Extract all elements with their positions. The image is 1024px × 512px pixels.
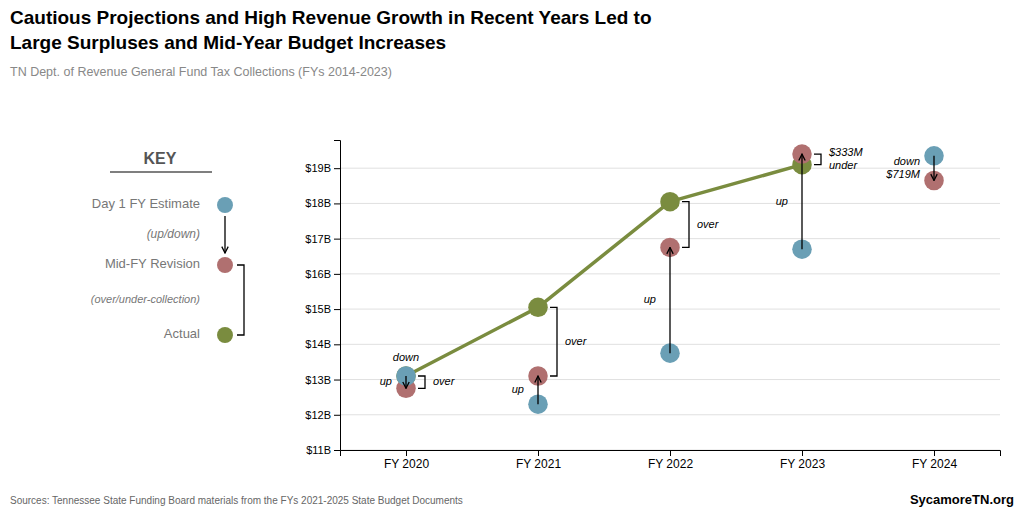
tick-mark: [670, 450, 671, 456]
difference-bracket: [682, 202, 689, 248]
annotation: up: [380, 375, 392, 387]
difference-bracket: [814, 154, 821, 165]
y-axis: $11B $12B $13B $14B $15B $16B $17B $18B $19B: [305, 141, 340, 457]
tick-label: $17B: [305, 233, 331, 245]
chart-svg: Cautious Projections and High Revenue Gr…: [0, 0, 1024, 512]
tick-label: FY 2024: [912, 457, 957, 471]
tick-mark: [934, 450, 935, 456]
title: Cautious Projections and High Revenue Gr…: [10, 7, 652, 28]
tick-label: $11B: [306, 444, 331, 456]
tick-mark: [802, 450, 803, 456]
tick-mark: [334, 203, 340, 204]
y-tick: $14B: [305, 338, 340, 350]
tick-mark: [334, 168, 340, 169]
credit: SycamoreTN.org: [910, 492, 1014, 507]
x-tick: FY 2022: [648, 450, 693, 471]
tick-mark: [406, 450, 407, 456]
x-tick: FY 2020: [384, 450, 429, 471]
annotation: up: [512, 383, 524, 395]
subtitle: TN Dept. of Revenue General Fund Tax Col…: [10, 65, 392, 79]
tick-mark: [334, 380, 340, 381]
tick-mark: [538, 450, 539, 456]
legend: KEY Day 1 FY Estimate Mid-FY Revision Actua…: [91, 150, 244, 343]
annotation: over: [697, 217, 720, 229]
tick-label: FY 2023: [780, 457, 825, 471]
x-tick: FY 2021: [516, 450, 561, 471]
annotation: over: [565, 335, 588, 347]
legend-bracket: [237, 265, 244, 335]
revision-arrow: [537, 376, 538, 404]
tick-label: $14B: [305, 338, 331, 350]
legend-note: (over/under-collection): [91, 293, 201, 305]
tick-label: FY 2021: [516, 457, 561, 471]
difference-bracket: [418, 376, 425, 388]
x-tick: FY 2023: [780, 450, 825, 471]
tick-label: $18B: [305, 197, 331, 209]
series-point: [660, 192, 680, 212]
legend-marker: [217, 197, 233, 213]
tick-mark: [334, 309, 340, 310]
legend-marker: [217, 327, 233, 343]
tick-label: FY 2022: [648, 457, 693, 471]
tick-mark: [334, 239, 340, 240]
legend-note: (up/down): [147, 227, 200, 241]
annotation: over: [433, 375, 456, 387]
y-tick: $15B: [305, 303, 340, 315]
grid: [340, 168, 1000, 450]
grid-line: [340, 414, 1000, 415]
source: Sources: Tennessee State Funding Board m…: [10, 495, 463, 506]
legend-label: Actual: [164, 326, 200, 341]
legend-label: Day 1 FY Estimate: [92, 196, 200, 211]
tick-label: $13B: [305, 374, 331, 386]
series-point: [528, 298, 548, 318]
annotation: up: [776, 195, 788, 207]
annotation: up: [644, 293, 656, 305]
revision-arrow: [405, 376, 406, 388]
chart-container: Cautious Projections and High Revenue Gr…: [0, 0, 1024, 512]
series-line: [406, 165, 802, 376]
legend-arrow: [224, 216, 225, 253]
revision-arrow: [801, 154, 802, 249]
title: Large Surpluses and Mid-Year Budget Incr…: [10, 32, 446, 53]
difference-bracket: [550, 307, 557, 376]
tick-label: $16B: [305, 268, 331, 280]
axis-line: [334, 141, 341, 451]
legend-title-underline: [110, 171, 212, 173]
x-tick: FY 2024: [912, 450, 957, 471]
y-tick: $18B: [305, 197, 340, 209]
y-tick: $16B: [305, 268, 340, 280]
tick-mark: [334, 450, 340, 451]
legend-title: KEY: [144, 150, 177, 167]
legend-marker: [217, 257, 233, 273]
y-tick: $13B: [305, 374, 340, 386]
annotation: $333Munder: [828, 146, 863, 171]
plot-area: [396, 144, 944, 414]
revision-arrow: [933, 156, 934, 181]
tick-mark: [334, 415, 340, 416]
x-axis: FY 2020 FY 2021 FY 2022 FY 2023 FY 2024: [341, 450, 1001, 471]
tick-label: $15B: [305, 303, 331, 315]
annotation: down$719M: [885, 155, 920, 180]
y-tick: $19B: [305, 162, 340, 174]
y-tick: $17B: [305, 233, 340, 245]
tick-mark: [334, 274, 340, 275]
legend-label: Mid-FY Revision: [105, 256, 200, 271]
revision-arrow: [669, 247, 670, 353]
tick-mark: [334, 344, 340, 345]
tick-label: FY 2020: [384, 457, 429, 471]
tick-label: $12B: [305, 409, 331, 421]
y-tick: $12B: [305, 409, 340, 421]
y-tick: $11B: [306, 444, 340, 456]
annotation: down: [393, 351, 419, 363]
annotations: down over up over up over up up $333Munder down$7…: [380, 146, 921, 395]
tick-label: $19B: [305, 162, 331, 174]
axis-line: [341, 451, 1001, 457]
